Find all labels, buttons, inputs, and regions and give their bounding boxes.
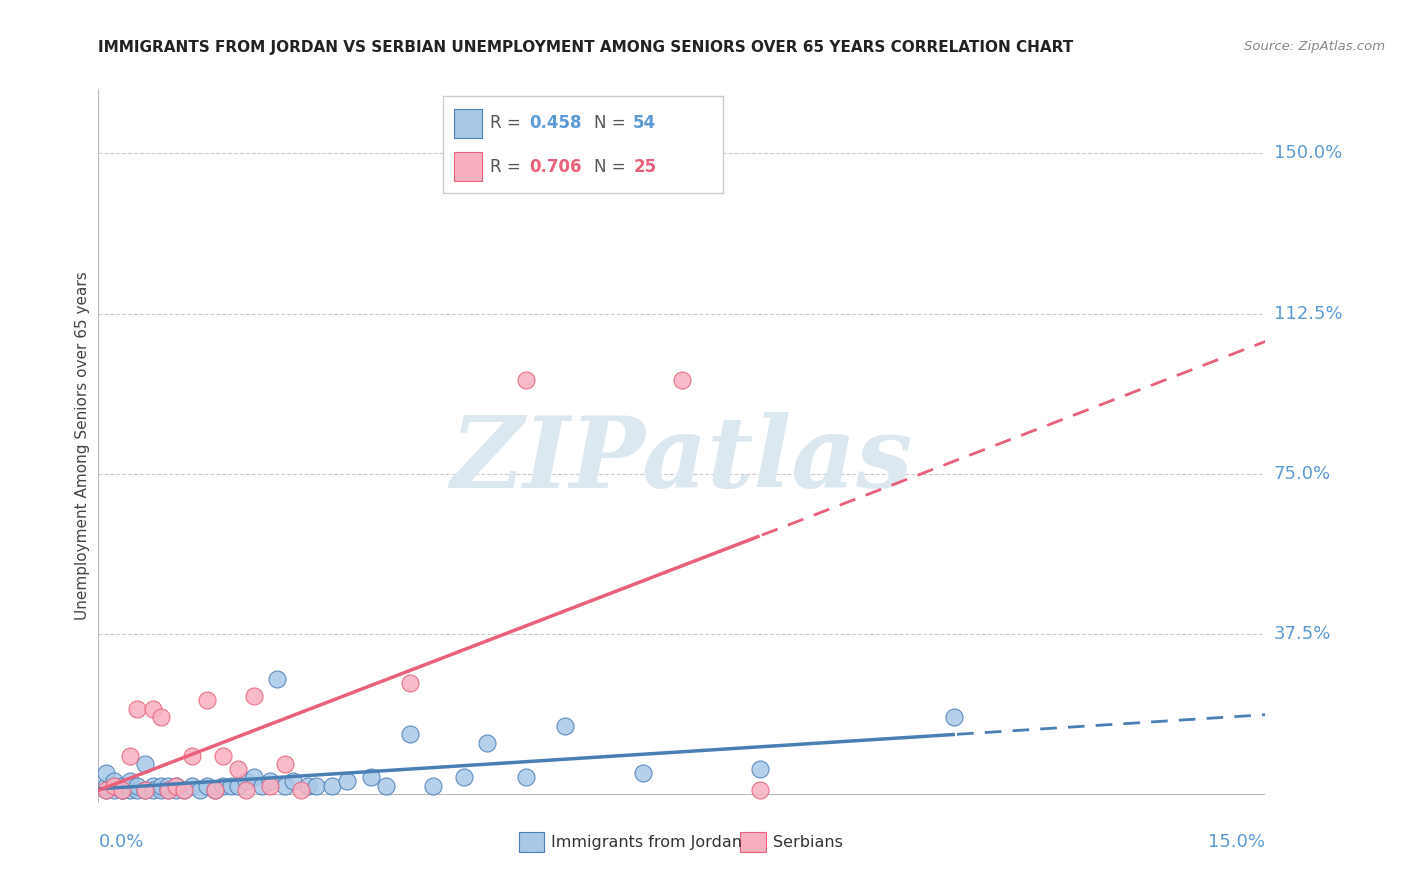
Point xyxy=(127,783,149,797)
Point xyxy=(118,774,141,789)
Point xyxy=(96,783,118,797)
Point xyxy=(259,774,281,789)
Text: 150.0%: 150.0% xyxy=(1274,145,1341,162)
Point xyxy=(305,779,328,793)
Point xyxy=(195,693,218,707)
Point xyxy=(165,783,187,797)
Point xyxy=(212,779,235,793)
Point xyxy=(134,783,156,797)
Point xyxy=(228,779,250,793)
Point xyxy=(96,765,118,780)
Point xyxy=(274,779,297,793)
Point xyxy=(96,779,118,793)
Point xyxy=(195,779,218,793)
Point xyxy=(631,765,654,780)
Point xyxy=(290,783,312,797)
Point xyxy=(235,774,257,789)
Point xyxy=(398,727,420,741)
Point xyxy=(142,783,165,797)
Point xyxy=(204,783,226,797)
Point xyxy=(103,783,125,797)
Point xyxy=(134,783,156,797)
Point xyxy=(118,748,141,763)
Point xyxy=(157,783,180,797)
Point xyxy=(165,779,187,793)
Point xyxy=(165,779,187,793)
Point xyxy=(111,783,134,797)
Point xyxy=(204,783,226,797)
Point xyxy=(157,779,180,793)
Point xyxy=(274,757,297,772)
Point xyxy=(111,783,134,797)
Point xyxy=(103,779,125,793)
Point xyxy=(281,774,304,789)
Point xyxy=(243,689,266,703)
Point xyxy=(250,779,273,793)
Point xyxy=(149,783,172,797)
Point xyxy=(943,710,966,724)
Text: Serbians: Serbians xyxy=(773,835,842,849)
Point xyxy=(134,757,156,772)
Point xyxy=(398,676,420,690)
Point xyxy=(235,783,257,797)
Point xyxy=(748,783,770,797)
Point xyxy=(219,779,242,793)
Point xyxy=(180,779,202,793)
Text: ZIPatlas: ZIPatlas xyxy=(451,412,912,508)
Point xyxy=(297,779,319,793)
Point xyxy=(127,779,149,793)
Text: 15.0%: 15.0% xyxy=(1208,833,1265,851)
Text: 0.0%: 0.0% xyxy=(98,833,143,851)
Point xyxy=(149,779,172,793)
Point xyxy=(243,770,266,784)
Point xyxy=(336,774,359,789)
Point xyxy=(266,672,288,686)
Point xyxy=(321,779,343,793)
Point xyxy=(103,779,125,793)
Point xyxy=(375,779,398,793)
Point xyxy=(477,736,499,750)
Text: IMMIGRANTS FROM JORDAN VS SERBIAN UNEMPLOYMENT AMONG SENIORS OVER 65 YEARS CORRE: IMMIGRANTS FROM JORDAN VS SERBIAN UNEMPL… xyxy=(98,40,1074,55)
Y-axis label: Unemployment Among Seniors over 65 years: Unemployment Among Seniors over 65 years xyxy=(75,272,90,620)
Point xyxy=(360,770,382,784)
Text: 112.5%: 112.5% xyxy=(1274,304,1343,323)
Point xyxy=(173,783,195,797)
Point xyxy=(111,783,134,797)
Point xyxy=(111,779,134,793)
Point xyxy=(748,762,770,776)
Point xyxy=(453,770,475,784)
Point xyxy=(103,774,125,789)
Point xyxy=(180,748,202,763)
Point xyxy=(671,373,693,387)
Point xyxy=(228,762,250,776)
Point xyxy=(118,779,141,793)
Text: Immigrants from Jordan: Immigrants from Jordan xyxy=(551,835,742,849)
Point xyxy=(554,719,576,733)
Bar xyxy=(741,832,766,852)
Point xyxy=(157,783,180,797)
Point xyxy=(149,710,172,724)
Point xyxy=(142,779,165,793)
Point xyxy=(259,779,281,793)
Bar xyxy=(519,832,544,852)
Point xyxy=(515,770,537,784)
Point xyxy=(173,783,195,797)
Point xyxy=(127,702,149,716)
Point xyxy=(142,702,165,716)
Text: Source: ZipAtlas.com: Source: ZipAtlas.com xyxy=(1244,40,1385,54)
Point xyxy=(118,783,141,797)
Point xyxy=(188,783,211,797)
Point xyxy=(515,373,537,387)
Point xyxy=(422,779,444,793)
Text: 37.5%: 37.5% xyxy=(1274,625,1331,643)
Text: 75.0%: 75.0% xyxy=(1274,465,1331,483)
Point xyxy=(212,748,235,763)
Point xyxy=(96,783,118,797)
